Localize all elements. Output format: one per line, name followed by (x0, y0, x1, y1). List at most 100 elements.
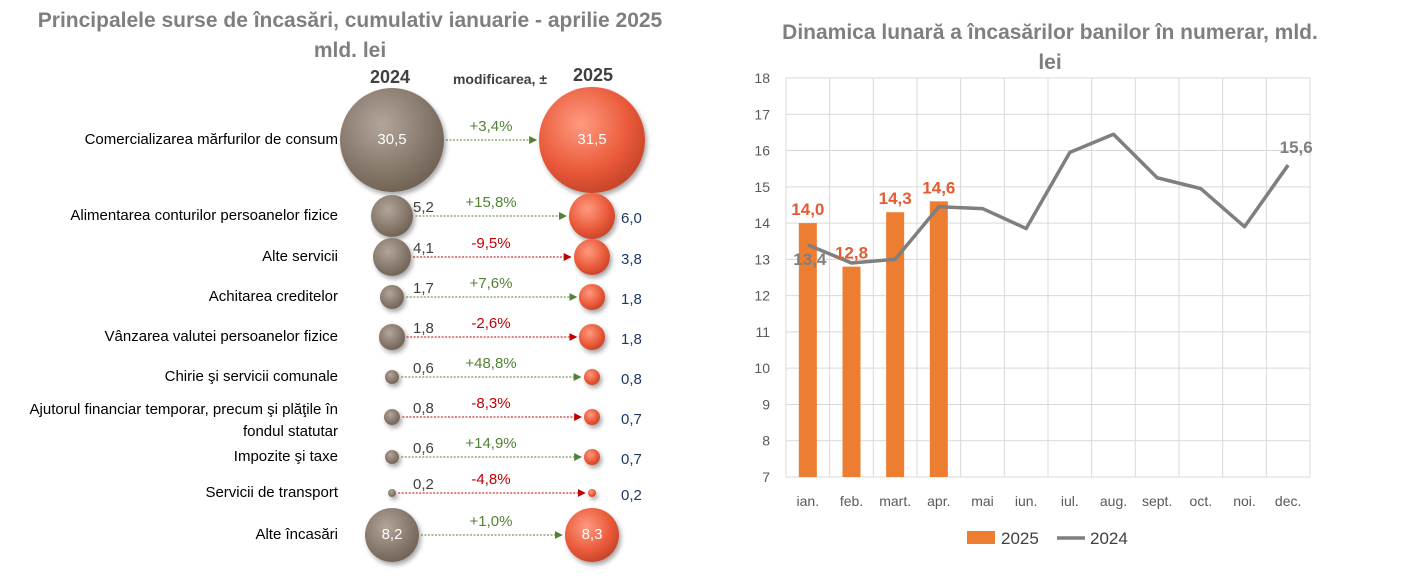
bar-2025 (886, 212, 905, 477)
bubble-2025 (579, 324, 605, 350)
bar-data-label: 12,8 (835, 244, 868, 263)
bar-2025 (842, 266, 861, 477)
value-2024: 0,6 (413, 360, 434, 377)
row-label: Alimentarea conturilor persoanelor fizic… (70, 207, 338, 224)
bubble-2024 (372, 237, 412, 277)
y-tick-label: 7 (762, 469, 770, 485)
value-2025: 31,5 (577, 131, 607, 148)
value-2024: 5,2 (413, 199, 434, 216)
x-tick-label: iun. (1015, 493, 1038, 509)
change-label: -4,8% (471, 471, 511, 488)
x-tick-label: sept. (1142, 493, 1172, 509)
change-label: -9,5% (471, 235, 511, 252)
x-tick-label: mai (971, 493, 994, 509)
legend-swatch-2025 (967, 531, 995, 544)
bar-data-label: 14,3 (879, 189, 912, 208)
bubble-2024 (379, 284, 405, 310)
right-monthly-chart: Dinamica lunară a încasărilor banilor în… (720, 0, 1415, 587)
bubble-2025 (568, 192, 616, 240)
row-label: Impozite şi taxe (233, 448, 338, 465)
value-2024: 4,1 (413, 240, 434, 257)
bubble-2024 (370, 194, 414, 238)
x-tick-label: noi. (1233, 493, 1256, 509)
bar-data-label: 14,0 (791, 200, 824, 219)
line-data-label: 15,6 (1280, 138, 1313, 157)
bubble-2024 (387, 488, 397, 498)
row-label: Alte servicii (262, 248, 338, 265)
bubble-2025 (539, 87, 645, 193)
y-tick-label: 8 (762, 433, 770, 449)
x-tick-label: oct. (1190, 493, 1213, 509)
value-2025: 0,2 (621, 487, 642, 504)
line-data-label: 13,4 (793, 250, 827, 269)
bubble-2025 (584, 409, 600, 425)
change-label: +7,6% (469, 275, 513, 292)
row-label: Vânzarea valutei persoanelor fizice (104, 328, 338, 345)
y-tick-label: 18 (754, 70, 770, 86)
header-2025: 2025 (572, 65, 614, 85)
left-bubble-chart: Principalele surse de încasări, cumulati… (0, 0, 700, 587)
bubble-2024 (384, 369, 400, 385)
bubble-2024 (379, 324, 405, 350)
y-tick-label: 12 (754, 288, 770, 304)
bubble-2024 (384, 449, 400, 465)
value-2025: 0,8 (621, 371, 642, 388)
x-tick-label: feb. (840, 493, 863, 509)
value-2024: 30,5 (377, 131, 407, 148)
x-tick-label: ian. (797, 493, 820, 509)
y-tick-label: 9 (762, 396, 770, 412)
value-2025: 6,0 (621, 210, 642, 227)
value-2024: 8,2 (381, 526, 403, 543)
change-label: +3,4% (469, 118, 513, 135)
change-label: -8,3% (471, 395, 511, 412)
value-2025: 1,8 (621, 331, 642, 348)
bar-2025 (929, 201, 948, 477)
row-label: Chirie şi servicii comunale (164, 368, 338, 385)
change-label: +15,8% (465, 194, 517, 211)
y-tick-label: 10 (754, 360, 770, 376)
x-tick-label: apr. (927, 493, 950, 509)
y-tick-label: 14 (754, 215, 770, 231)
change-label: +48,8% (465, 355, 517, 372)
value-2025: 3,8 (621, 251, 642, 268)
bubble-2025 (583, 368, 601, 386)
y-tick-label: 13 (754, 251, 770, 267)
x-tick-label: iul. (1061, 493, 1079, 509)
header-change: modificarea, ± (452, 71, 548, 87)
value-2024: 1,8 (413, 320, 434, 337)
bar-data-label: 14,6 (922, 178, 955, 197)
bubble-2025 (584, 449, 600, 465)
change-label: +1,0% (469, 513, 513, 530)
x-tick-label: aug. (1100, 493, 1127, 509)
row-label: Ajutorul financiar temporar, precum şi p… (29, 401, 338, 440)
row-label: Comercializarea mărfurilor de consum (84, 131, 338, 148)
value-2025: 0,7 (621, 451, 642, 468)
value-2024: 0,2 (413, 476, 434, 493)
legend-label-2025: 2025 (1001, 529, 1039, 548)
row-label: Achitarea creditelor (208, 288, 338, 305)
x-tick-label: dec. (1275, 493, 1301, 509)
y-tick-label: 15 (754, 179, 770, 195)
bubble-2025 (573, 238, 611, 276)
line-2024 (807, 132, 1290, 265)
header-2024: 2024 (369, 67, 411, 87)
y-tick-label: 16 (754, 143, 770, 159)
bubble-2024 (365, 508, 419, 562)
row-label: Alte încasări (255, 526, 338, 543)
value-2025: 8,3 (581, 526, 603, 543)
value-2024: 1,7 (413, 280, 434, 297)
row-label: Servicii de transport (205, 484, 338, 501)
bubble-2025 (579, 284, 605, 310)
value-2024: 0,6 (413, 440, 434, 457)
legend-label-2024: 2024 (1090, 529, 1128, 548)
change-label: +14,9% (465, 435, 517, 452)
value-2024: 0,8 (413, 400, 434, 417)
x-tick-label: mart. (879, 493, 911, 509)
right-chart-title: Dinamica lunară a încasărilor banilor în… (782, 21, 1318, 74)
value-2025: 0,7 (621, 411, 642, 428)
y-tick-label: 17 (754, 106, 770, 122)
bar-2025 (798, 223, 817, 477)
bubble-2024 (383, 408, 401, 426)
bubble-2024 (340, 88, 444, 192)
change-arrows (398, 136, 586, 539)
